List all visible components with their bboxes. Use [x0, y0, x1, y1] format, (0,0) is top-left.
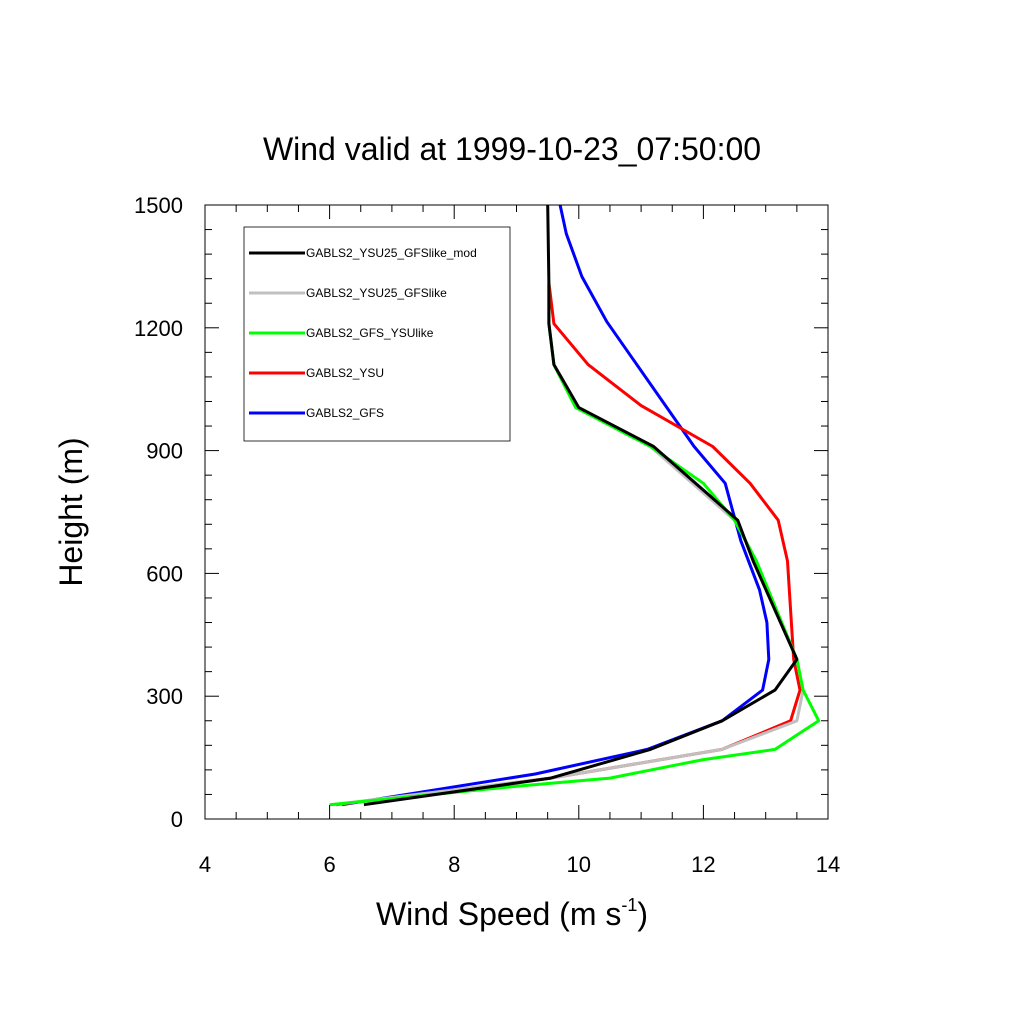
y-tick-label: 600 [146, 561, 183, 586]
y-tick-label: 0 [171, 807, 183, 832]
legend-label: GABLS2_GFS [306, 406, 384, 420]
series-line-gabls2-ysu25-gfslike-mod [363, 204, 799, 807]
y-tick-label: 900 [146, 439, 183, 464]
legend-label: GABLS2_GFS_YSUlike [306, 326, 434, 340]
axis-ticks: 4 6 8 10 12 14 0 300 600 900 1200 1500 [134, 193, 840, 877]
x-axis-title-end: ) [637, 896, 648, 932]
plot-frame [204, 204, 829, 820]
legend: GABLS2_YSU25_GFSlike_mod GABLS2_YSU25_GFS… [243, 226, 511, 442]
x-tick-label: 14 [816, 852, 840, 877]
y-tick-label: 1500 [134, 193, 183, 218]
x-tick-label: 12 [691, 852, 715, 877]
x-tick-label: 10 [567, 852, 591, 877]
x-axis-title: Wind Speed (m s-1) [376, 895, 648, 932]
x-tick-label: 4 [199, 852, 211, 877]
y-tick-label: 300 [146, 684, 183, 709]
legend-label: GABLS2_YSU25_GFSlike_mod [306, 246, 477, 260]
y-axis-title: Height (m) [53, 437, 89, 586]
legend-label: GABLS2_YSU25_GFSlike [306, 286, 447, 300]
x-tick-label: 6 [323, 852, 335, 877]
chart-title: Wind valid at 1999-10-23_07:50:00 [263, 131, 761, 167]
x-tick-label: 8 [448, 852, 460, 877]
y-tick-label: 1200 [134, 316, 183, 341]
legend-label: GABLS2_YSU [306, 366, 384, 380]
plot-lines [329, 204, 821, 807]
x-axis-title-superscript: -1 [621, 895, 637, 915]
x-axis-title-main: Wind Speed (m s [376, 896, 621, 932]
